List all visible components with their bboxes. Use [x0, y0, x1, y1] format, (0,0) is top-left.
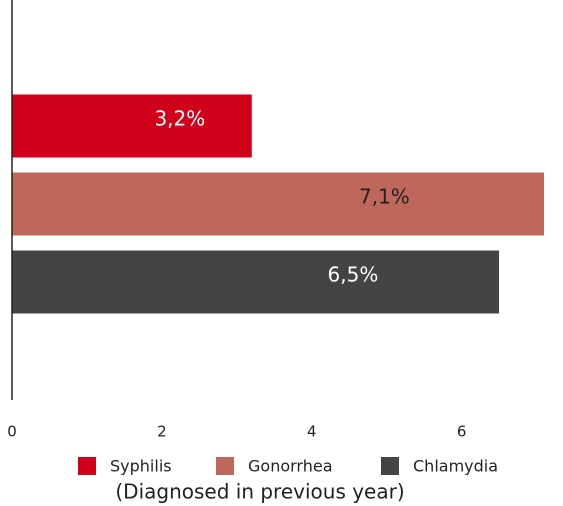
- x-tick-label: 0: [7, 423, 17, 441]
- bar: [12, 94, 252, 158]
- value-label: 7,1%: [359, 185, 410, 209]
- x-tick-label: 6: [457, 423, 467, 441]
- value-label: 3,2%: [154, 107, 205, 131]
- legend-swatch: [216, 457, 234, 475]
- legend-label: Chlamydia: [413, 457, 498, 476]
- bar: [12, 250, 500, 314]
- x-tick-label: 2: [157, 423, 167, 441]
- value-label: 6,5%: [328, 263, 379, 287]
- legend-label: Gonorrhea: [248, 457, 333, 476]
- legend-swatch: [381, 457, 399, 475]
- legend-label: Syphilis: [110, 457, 172, 476]
- x-axis-label: (Diagnosed in previous year): [115, 480, 404, 504]
- legend-swatch: [78, 457, 96, 475]
- bar: [12, 172, 545, 236]
- x-tick-label: 4: [307, 423, 317, 441]
